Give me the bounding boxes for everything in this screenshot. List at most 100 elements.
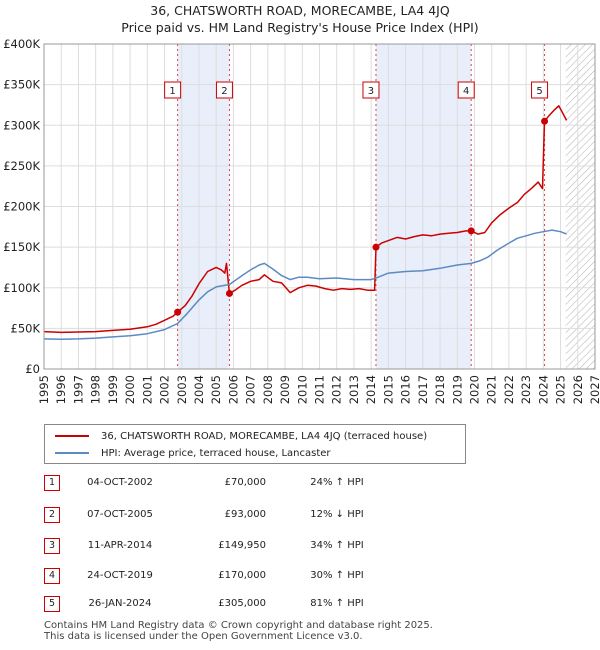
x-tick-label: 2004 (192, 375, 206, 404)
x-tick-group: 2008 (261, 375, 275, 404)
sale-label-number: 3 (368, 86, 374, 97)
sale-label-number: 1 (169, 86, 175, 97)
sale-date: 04-OCT-2002 (87, 477, 153, 488)
sale-date: 11-APR-2014 (87, 540, 153, 551)
x-tick-group: 2007 (244, 375, 258, 404)
sale-label-box (164, 81, 182, 99)
y-tick-label: £0 (25, 362, 40, 376)
x-tick-label: 2015 (381, 375, 395, 404)
x-tick-label: 2007 (244, 375, 258, 404)
x-tick-group: 1996 (54, 375, 68, 404)
x-tick-group: 2025 (554, 375, 568, 404)
x-tick-label: 1995 (37, 375, 51, 404)
sale-row: 5 26-JAN-2024 £305,000 81% ↑ HPI (0, 596, 600, 614)
x-tick-group: 2021 (485, 375, 499, 404)
legend-swatch-property (55, 435, 89, 437)
y-tick-label: £50K (11, 321, 41, 335)
sale-price: £170,000 (218, 570, 266, 581)
x-tick-label: 2018 (433, 375, 447, 404)
x-tick-label: 2025 (554, 375, 568, 404)
footer: Contains HM Land Registry data © Crown c… (44, 620, 433, 642)
sale-price: £149,950 (218, 540, 266, 551)
x-tick-label: 1997 (71, 375, 85, 404)
x-tick-label: 2021 (485, 375, 499, 404)
x-tick-label: 2026 (571, 375, 585, 404)
x-tick-label: 2023 (519, 375, 533, 404)
y-tick-label: £400K (3, 37, 40, 51)
y-tick-label: £300K (3, 118, 40, 132)
sale-row: 4 24-OCT-2019 £170,000 30% ↑ HPI (0, 568, 600, 586)
sale-row: 3 11-APR-2014 £149,950 34% ↑ HPI (0, 538, 600, 556)
sale-number-badge: 1 (44, 475, 60, 491)
x-tick-group: 2012 (330, 375, 344, 404)
x-tick-group: 1999 (106, 375, 120, 404)
x-tick-group: 2002 (158, 375, 172, 404)
sale-point (174, 308, 182, 316)
sale-date: 26-JAN-2024 (88, 598, 152, 609)
x-tick-label: 2006 (226, 375, 240, 404)
x-tick-group: 2027 (588, 375, 600, 404)
x-tick-group: 2003 (175, 375, 189, 404)
x-tick-group: 2015 (381, 375, 395, 404)
x-tick-label: 1998 (89, 375, 103, 404)
sale-number-badge: 5 (44, 596, 60, 612)
x-tick-group: 2019 (450, 375, 464, 404)
footer-copyright: Contains HM Land Registry data © Crown c… (44, 620, 433, 631)
x-tick-group: 2018 (433, 375, 447, 404)
sale-number-badge: 4 (44, 568, 60, 584)
x-tick-group: 2023 (519, 375, 533, 404)
x-tick-group: 2004 (192, 375, 206, 404)
x-tick-label: 2014 (364, 375, 378, 404)
y-tick-label: £150K (3, 240, 40, 254)
x-tick-group: 2014 (364, 375, 378, 404)
x-tick-group: 2010 (295, 375, 309, 404)
x-tick-group: 2000 (123, 375, 137, 404)
x-tick-group: 2006 (226, 375, 240, 404)
sale-hpi-change: 34% ↑ HPI (310, 540, 364, 551)
sale-label-number: 5 (536, 86, 542, 97)
sale-label-box (362, 81, 380, 99)
x-tick-label: 2022 (502, 375, 516, 404)
sale-point (372, 243, 380, 251)
sale-date: 07-OCT-2005 (87, 509, 153, 520)
x-tick-label: 2019 (450, 375, 464, 404)
x-tick-label: 2013 (347, 375, 361, 404)
x-tick-group: 2020 (467, 375, 481, 404)
y-tick-label: £100K (3, 281, 40, 295)
x-tick-label: 2009 (278, 375, 292, 404)
x-tick-group: 2022 (502, 375, 516, 404)
sale-label-number: 4 (463, 86, 469, 97)
x-tick-label: 2003 (175, 375, 189, 404)
x-tick-group: 2005 (209, 375, 223, 404)
chart-title: 36, CHATSWORTH ROAD, MORECAMBE, LA4 4JQ (150, 3, 450, 18)
hpi-line (43, 229, 567, 341)
sale-point (467, 227, 475, 235)
x-tick-group: 2026 (571, 375, 585, 404)
legend-item-property: 36, CHATSWORTH ROAD, MORECAMBE, LA4 4JQ … (55, 428, 427, 444)
sale-point (541, 117, 549, 125)
x-tick-label: 2005 (209, 375, 223, 404)
sale-label-box (215, 81, 233, 99)
footer-licence: This data is licensed under the Open Gov… (44, 631, 363, 642)
legend-swatch-hpi (55, 452, 89, 454)
y-tick-label: £250K (3, 159, 40, 173)
x-tick-label: 1999 (106, 375, 120, 404)
x-tick-label: 2020 (467, 375, 481, 404)
y-tick-label: £350K (3, 78, 40, 92)
sale-number-badge: 2 (44, 507, 60, 523)
sale-number-badge: 3 (44, 538, 60, 554)
legend: 36, CHATSWORTH ROAD, MORECAMBE, LA4 4JQ … (44, 424, 466, 464)
sale-label-box (531, 81, 549, 99)
sale-label-box (457, 81, 475, 99)
sale-hpi-change: 30% ↑ HPI (310, 570, 364, 581)
sale-label-number: 2 (221, 86, 227, 97)
sale-row: 1 04-OCT-2002 £70,000 24% ↑ HPI (0, 475, 600, 493)
property-price-line (43, 105, 568, 334)
x-tick-group: 2009 (278, 375, 292, 404)
sale-hpi-change: 24% ↑ HPI (310, 477, 364, 488)
x-tick-label: 2017 (416, 375, 430, 404)
x-tick-label: 2002 (158, 375, 172, 404)
legend-item-hpi: HPI: Average price, terraced house, Lanc… (55, 445, 331, 461)
x-tick-group: 1997 (71, 375, 85, 404)
sale-price: £70,000 (224, 477, 266, 488)
